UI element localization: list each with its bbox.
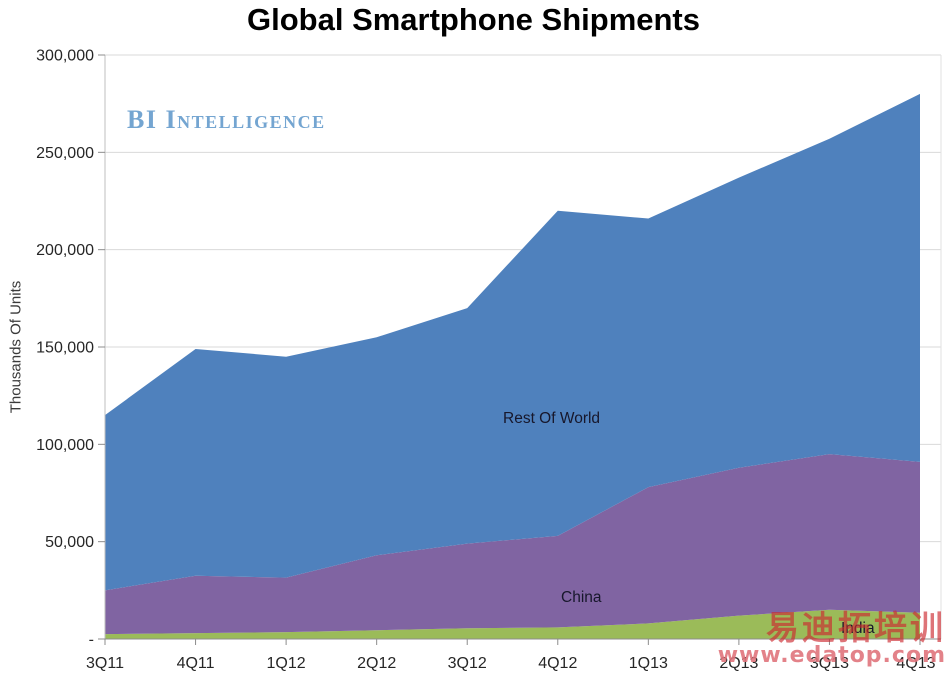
x-tick-label: 4Q12 [538,655,577,672]
y-axis-ticks: - 50,000 100,000 150,000 200,000 250,000 300,0… [36,48,105,649]
y-tick-label: 100,000 [36,437,94,454]
x-tick-label: 3Q12 [448,655,487,672]
y-tick-label: 150,000 [36,340,94,357]
y-tick-label: - [89,632,94,649]
x-tick-label: 4Q13 [896,655,935,672]
y-tick-label: 250,000 [36,145,94,162]
edatop-watermark-cjk: 易迪拓培训 [766,608,946,647]
series-label-rest-of-world: Rest Of World [503,410,601,427]
y-tick-label: 300,000 [36,48,94,65]
x-tick-label: 3Q11 [86,655,124,672]
x-tick-label: 3Q13 [810,655,849,672]
bi-intelligence-watermark: BI Intelligence [127,105,326,134]
series-label-india: India [841,620,875,637]
x-axis-ticks: 3Q11 4Q11 1Q12 2Q12 3Q12 4Q12 1Q13 2Q13 3Q13 4Q13 [86,639,936,672]
chart-title: Global Smartphone Shipments [247,2,700,37]
area-india [105,609,920,639]
area-rest-of-world [105,93,920,591]
edatop-watermark-url: www.edatop.com [717,643,946,668]
edatop-watermark: 易迪拓培训 www.edatop.com [718,611,946,667]
area-china [105,454,920,635]
x-tick-label: 1Q12 [267,655,306,672]
x-tick-label: 2Q12 [357,655,396,672]
x-tick-label: 1Q13 [629,655,668,672]
series-label-china: China [561,589,602,606]
y-axis-title: Thousands Of Units [7,280,25,414]
y-tick-label: 200,000 [36,242,94,259]
area-series [105,93,920,639]
x-tick-label: 2Q13 [719,655,758,672]
y-tick-label: 50,000 [45,534,94,551]
x-tick-label: 4Q11 [177,655,215,672]
